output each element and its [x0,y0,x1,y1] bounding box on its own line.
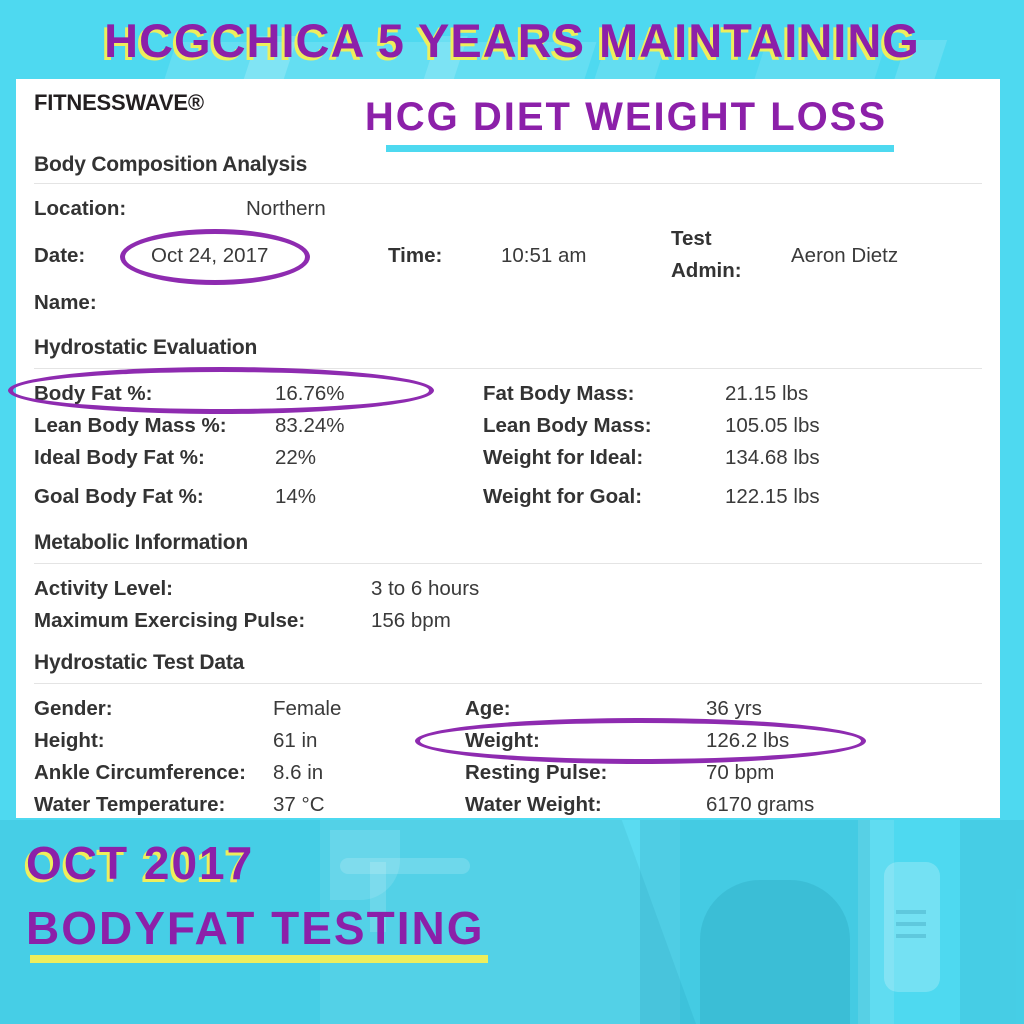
weight-for-ideal-label: Weight for Ideal: [483,446,644,469]
section-hydrostatic-test-data-title: Hydrostatic Test Data [34,651,245,674]
activity-level-value: 3 to 6 hours [371,577,480,600]
lean-body-mass-label: Lean Body Mass: [483,414,652,437]
goal-body-fat-pct-value: 14% [275,485,317,508]
body-fat-pct-label: Body Fat %: [34,382,153,405]
gender-label: Gender: [34,697,113,720]
top-headline: HCGCHICA 5 YEARS MAINTAINING [104,14,920,67]
activity-level-label: Activity Level: [34,577,173,600]
ideal-body-fat-pct-value: 22% [275,446,317,469]
ideal-body-fat-pct-label: Ideal Body Fat %: [34,446,205,469]
date-value: Oct 24, 2017 [151,244,269,267]
body-fat-pct-value: 16.76% [275,382,345,405]
section-metabolic-information-title: Metabolic Information [34,531,248,554]
gender-value: Female [273,697,342,720]
bottom-headline-underline [30,955,488,963]
water-temperature-label: Water Temperature: [34,793,226,816]
body-composition-report: FITNESSWAVE® HCG DIET WEIGHT LOSS Body C… [16,79,1000,818]
section-hydrostatic-evaluation-title: Hydrostatic Evaluation [34,336,258,359]
age-value: 36 yrs [706,697,762,720]
resting-pulse-label: Resting Pulse: [465,761,608,784]
ankle-circumference-value: 8.6 in [273,761,324,784]
bottom-headline-line2: BODYFAT TESTING [26,902,485,954]
lean-body-mass-value: 105.05 lbs [725,414,820,437]
ankle-circumference-label: Ankle Circumference: [34,761,246,784]
weight-for-goal-value: 122.15 lbs [725,485,820,508]
divider-hydrostatic-test-data [34,683,982,684]
divider-metabolic-information [34,563,982,564]
time-value: 10:51 am [501,244,587,267]
water-temperature-value: 37 °C [273,793,325,816]
resting-pulse-value: 70 bpm [706,761,775,784]
max-exercising-pulse-label: Maximum Exercising Pulse: [34,609,306,632]
name-label: Name: [34,291,97,314]
location-value: Northern [246,197,326,220]
height-value: 61 in [273,729,318,752]
divider-report-title [34,183,982,184]
weight-value: 126.2 lbs [706,729,790,752]
overlay-title: HCG DIET WEIGHT LOSS [364,95,888,139]
water-weight-value: 6170 grams [706,793,815,816]
fitnesswave-logo-text: FITNESSWAVE® [34,90,204,115]
goal-body-fat-pct-label: Goal Body Fat %: [34,485,204,508]
bottom-headline-line1: OCT 2017 [26,837,255,889]
divider-hydrostatic-evaluation [34,368,982,369]
height-label: Height: [34,729,105,752]
date-label: Date: [34,244,86,267]
overlay-title-underline [386,145,894,152]
weight-for-ideal-value: 134.68 lbs [725,446,820,469]
water-weight-label: Water Weight: [465,793,602,816]
weight-label: Weight: [465,729,540,752]
test-admin-label-line2: Admin: [671,259,742,282]
weight-for-goal-label: Weight for Goal: [483,485,643,508]
time-label: Time: [388,244,443,267]
fat-body-mass-value: 21.15 lbs [725,382,809,405]
location-label: Location: [34,197,127,220]
test-admin-label-line1: Test [671,227,712,250]
fat-body-mass-label: Fat Body Mass: [483,382,635,405]
lean-body-mass-pct-label: Lean Body Mass %: [34,414,227,437]
report-title: Body Composition Analysis [34,153,308,176]
age-label: Age: [465,697,511,720]
max-exercising-pulse-value: 156 bpm [371,609,451,632]
test-admin-value: Aeron Dietz [791,244,899,267]
lean-body-mass-pct-value: 83.24% [275,414,345,437]
